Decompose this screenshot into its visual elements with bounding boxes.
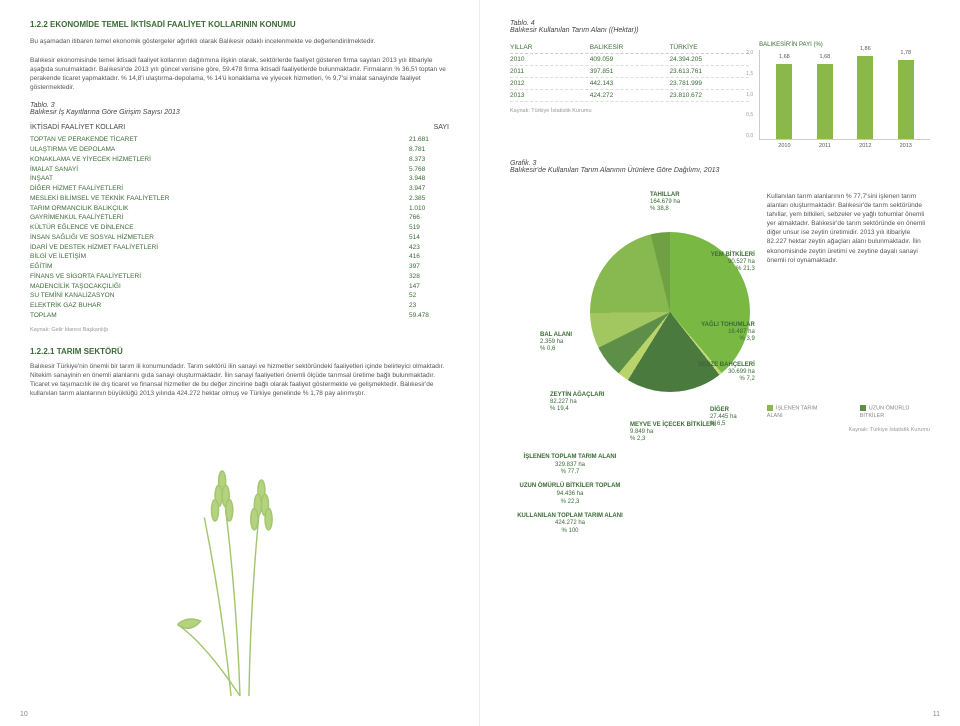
table-row: 2011397.85123.613.761	[510, 66, 749, 78]
table-row: 2010409.05924.394.205	[510, 54, 749, 66]
table-row: ULAŞTIRMA VE DEPOLAMA8.781	[30, 145, 449, 155]
table-row: İNŞAAT3.948	[30, 174, 449, 184]
page-number: 11	[933, 711, 940, 718]
table-row: BİLGİ VE İLETİŞİM416	[30, 252, 449, 262]
table-row: TOPLAM59.478	[30, 311, 449, 321]
col-head: SAYI	[434, 124, 449, 131]
wheat-illustration	[150, 446, 330, 696]
tablo3: Tablo. 3 Balıkesir İş Kayıtlarına Göre G…	[30, 102, 449, 332]
bar: 1,862012	[857, 56, 873, 139]
table-row: 2012442.14323.781.999	[510, 78, 749, 90]
table-row: TOPTAN VE PERAKENDE TİCARET21.681	[30, 135, 449, 145]
table-row: EĞİTİM397	[30, 262, 449, 272]
page-number: 10	[20, 711, 28, 718]
bar: 1,682011	[817, 64, 833, 139]
pie-chart: TAHILLAR164.679 ha% 38,8 YEM BİTKİLERİ90…	[510, 192, 755, 472]
para: Balıkesir ekonomisinde temel iktisadi fa…	[30, 56, 449, 92]
table-row: DİĞER HİZMET FAALİYETLERİ3.947	[30, 184, 449, 194]
para: Bu aşamadan itibaren temel ekonomik göst…	[30, 37, 449, 46]
bar-chart: BALIKESİR'İN PAYI (%) 2,01,51,00,50,0 1,…	[759, 42, 930, 140]
table-row: FİNANS VE SİGORTA FAALİYETLERİ328	[30, 272, 449, 282]
table-row: TARIM ORMANCILIK BALIKÇILIK1.010	[30, 204, 449, 214]
tablo4: YILLARBALIKESİRTÜRKİYE 2010409.05924.394…	[510, 42, 749, 140]
table-row: MESLEKİ BİLİMSEL VE TEKNİK FAALİYETLER2.…	[30, 194, 449, 204]
table-row: 2013424.27223.810.672	[510, 90, 749, 102]
table-row: İDARİ VE DESTEK HİZMET FAALİYETLERİ423	[30, 243, 449, 253]
source: Kaynak: Gelir İdaresi Başkanlığı	[30, 327, 449, 333]
table-row: GAYRİMENKUL FAALİYETLERİ766	[30, 213, 449, 223]
table-row: KONAKLAMA VE YİYECEK HİZMETLERİ8.373	[30, 155, 449, 165]
col-head: İKTİSADİ FAALİYET KOLLARI	[30, 124, 125, 131]
para: Balıkesir Türkiye'nin önemli bir tarım i…	[30, 362, 449, 398]
section-title: 1.2.2.1 TARIM SEKTÖRÜ	[30, 347, 449, 356]
para: Kullanılan tarım alanlarının % 77,7'sini…	[767, 192, 930, 265]
table-row: İMALAT SANAYİ5.768	[30, 165, 449, 175]
table-row: İNSAN SAĞLIĞI VE SOSYAL HİZMETLER514	[30, 233, 449, 243]
bar: 1,682010	[776, 64, 792, 139]
section-title: 1.2.2 EKONOMİDE TEMEL İKTİSADİ FAALİYET …	[30, 20, 449, 29]
legend: İŞLENEN TARIM ALANI UZUN ÖMÜRLÜ BİTKİLER	[767, 405, 930, 421]
table-row: KÜLTÜR EĞLENCE VE DİNLENCE519	[30, 223, 449, 233]
table-row: MADENCİLİK TAŞOCAKÇILIĞI147	[30, 282, 449, 292]
bar: 1,782013	[898, 60, 914, 139]
table-row: ELEKTRİK GAZ BUHAR23	[30, 301, 449, 311]
table-row: SU TEMİNİ KANALİZASYON52	[30, 291, 449, 301]
